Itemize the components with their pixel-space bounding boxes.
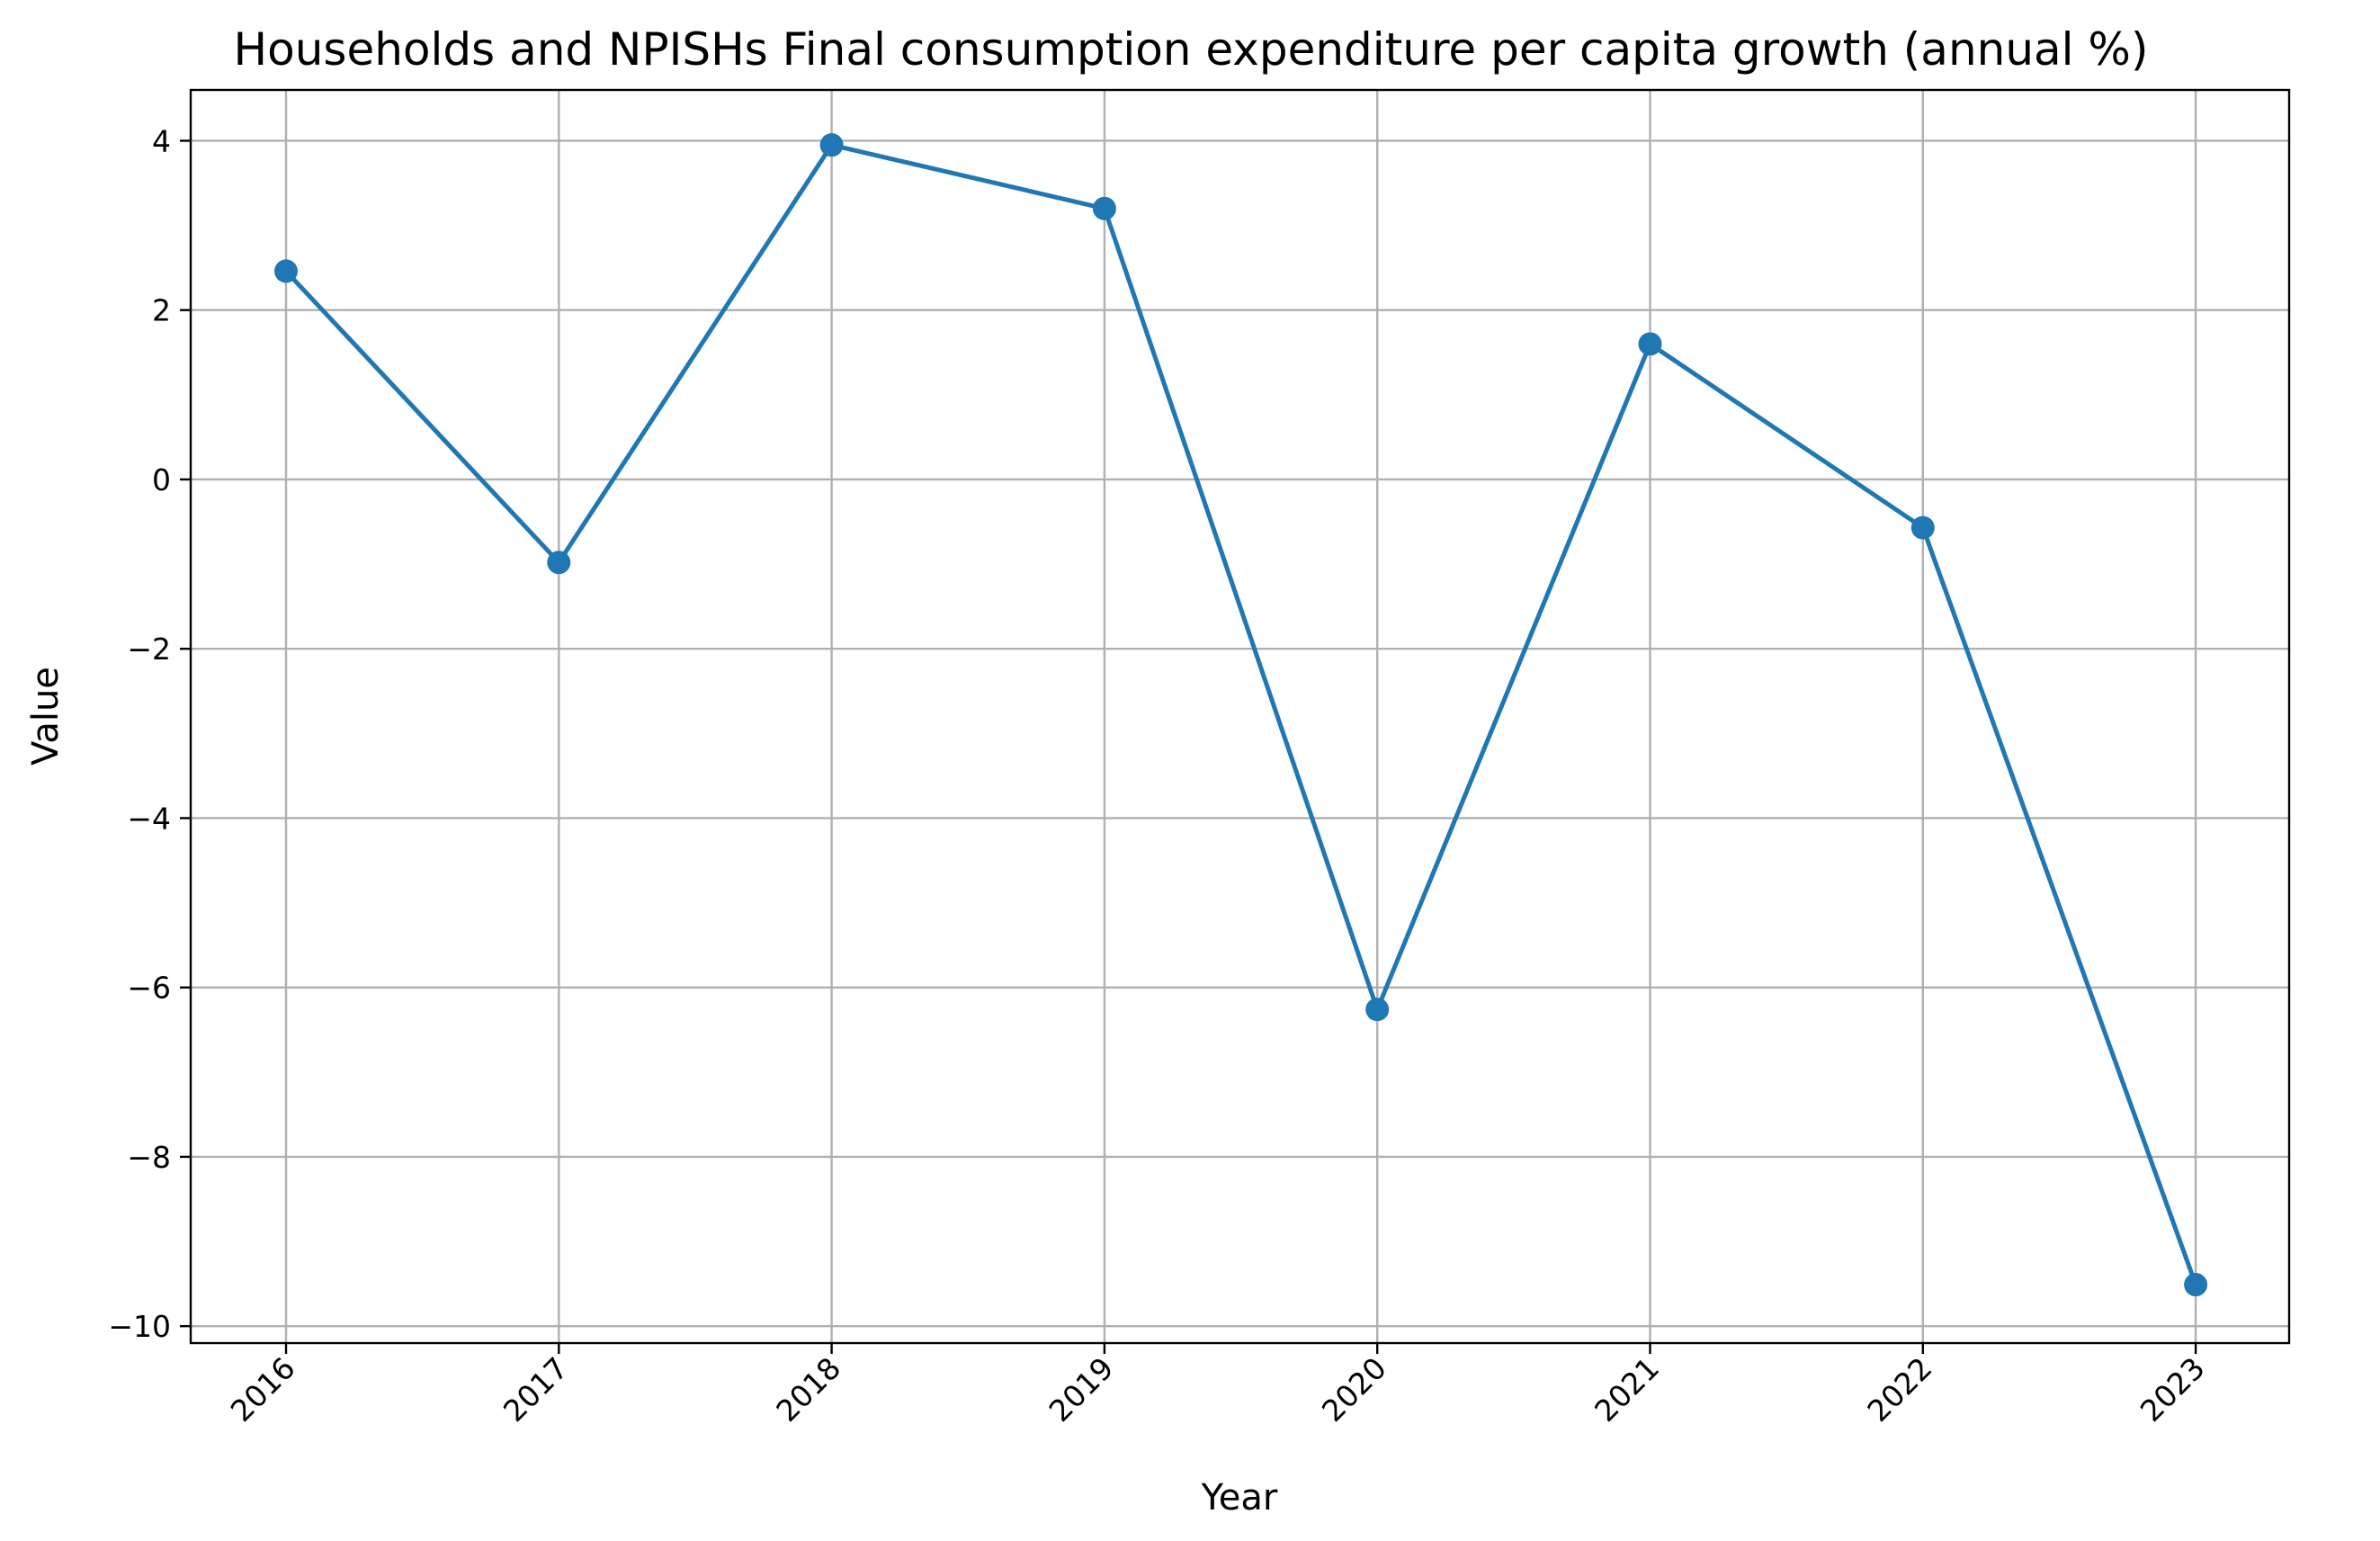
plot-frame <box>189 88 2291 1345</box>
y-tick-label: −6 <box>127 971 171 1006</box>
y-axis-label: Value <box>25 667 67 766</box>
y-tick-label: −4 <box>127 801 171 836</box>
grid-lines <box>191 90 2289 1343</box>
chart-title: Households and NPISHs Final consumption … <box>234 23 2149 76</box>
x-tick-label: 2022 <box>1860 1350 1938 1429</box>
x-tick-label: 2020 <box>1315 1350 1393 1429</box>
x-tick-label: 2019 <box>1042 1350 1121 1429</box>
y-tick-label: 4 <box>152 123 171 158</box>
x-tick-label: 2021 <box>1588 1350 1666 1429</box>
data-point <box>274 259 298 283</box>
x-tick-label: 2023 <box>2134 1350 2212 1429</box>
y-tick-label: 0 <box>152 462 171 497</box>
x-tick-label: 2018 <box>769 1350 847 1429</box>
x-tick-label: 2017 <box>497 1350 575 1429</box>
data-point <box>1092 196 1116 220</box>
y-tick-label: −10 <box>108 1309 171 1344</box>
y-tick-label: −8 <box>127 1140 171 1175</box>
series-line <box>283 142 2198 1287</box>
data-point <box>819 133 844 157</box>
data-point <box>1638 332 1662 356</box>
y-tick-label: 2 <box>152 293 171 328</box>
data-point <box>547 551 571 575</box>
axis-ticks: 2016 2017 2018 2019 2020 2021 2022 2023 4 2 0 −2 −4 −… <box>108 123 2211 1429</box>
x-tick-label: 2016 <box>224 1350 302 1429</box>
x-axis-label: Year <box>1201 1477 1278 1519</box>
data-point <box>1365 998 1390 1022</box>
series <box>274 133 2208 1297</box>
y-tick-label: −2 <box>127 632 171 667</box>
data-point <box>2184 1273 2208 1297</box>
data-point <box>1910 515 1935 540</box>
